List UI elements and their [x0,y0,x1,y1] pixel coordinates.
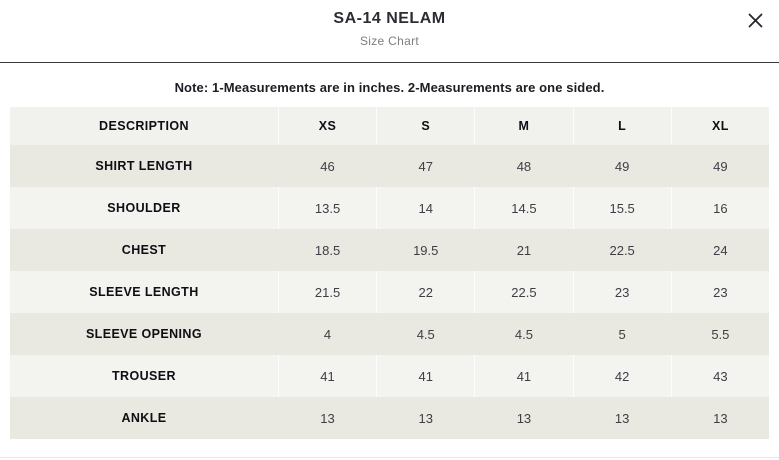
size-value: 22.5 [572,229,671,271]
size-value: 4.5 [474,313,573,355]
row-label: SHIRT LENGTH [10,145,278,187]
size-value: 5.5 [670,313,769,355]
size-value: 21.5 [277,271,377,313]
table-row-trouser: TROUSER 41 41 41 42 43 [10,355,769,397]
column-header-m: M [474,107,573,145]
close-button[interactable] [743,8,767,32]
size-value: 49 [670,145,769,187]
size-value: 21 [474,229,573,271]
column-header-description: DESCRIPTION [10,107,278,145]
row-label: ANKLE [10,397,278,439]
row-label: SHOULDER [10,187,278,229]
table-row-sleeve-length: SLEEVE LENGTH 21.5 22 22.5 23 23 [10,271,769,313]
size-chart-table: DESCRIPTION XS S M L XL SHIRT LENGTH 46 … [10,107,769,439]
size-value: 43 [670,355,769,397]
size-value: 16 [670,187,769,229]
column-header-xl: XL [670,107,769,145]
row-label: SLEEVE OPENING [10,313,278,355]
row-label: SLEEVE LENGTH [10,271,278,313]
size-value: 19.5 [376,229,475,271]
size-value: 13 [670,397,769,439]
size-value: 14 [376,187,475,229]
table-row-shirt-length: SHIRT LENGTH 46 47 48 49 49 [10,145,769,187]
size-value: 49 [572,145,671,187]
size-value: 22.5 [474,271,573,313]
table-header-row: DESCRIPTION XS S M L XL [10,107,769,145]
column-header-xs: XS [277,107,377,145]
size-value: 13 [474,397,573,439]
measurement-note: Note: 1-Measurements are in inches. 2-Me… [174,80,605,95]
size-value: 4 [277,313,377,355]
size-value: 22 [376,271,475,313]
modal-subtitle: Size Chart [359,34,420,48]
size-value: 4.5 [376,313,475,355]
table-row-shoulder: SHOULDER 13.5 14 14.5 15.5 16 [10,187,769,229]
table-row-sleeve-opening: SLEEVE OPENING 4 4.5 4.5 5 5.5 [10,313,769,355]
size-value: 13.5 [277,187,377,229]
size-value: 13 [572,397,671,439]
size-value: 47 [376,145,475,187]
modal-title: SA-14 NELAM [333,10,446,27]
size-value: 48 [474,145,573,187]
size-value: 15.5 [572,187,671,229]
row-label: TROUSER [10,355,278,397]
size-value: 13 [277,397,377,439]
size-value: 5 [572,313,671,355]
size-value: 41 [474,355,573,397]
column-header-s: S [376,107,475,145]
column-header-l: L [572,107,671,145]
size-value: 13 [376,397,475,439]
size-value: 24 [670,229,769,271]
size-value: 23 [572,271,671,313]
table-row-ankle: ANKLE 13 13 13 13 13 [10,397,769,439]
size-value: 46 [277,145,377,187]
size-value: 42 [572,355,671,397]
modal-bottom-edge [0,457,779,458]
size-value: 18.5 [277,229,377,271]
size-value: 14.5 [474,187,573,229]
modal-header: SA-14 NELAM Size Chart [0,0,779,63]
size-value: 23 [670,271,769,313]
size-value: 41 [277,355,377,397]
close-icon [748,13,763,28]
size-value: 41 [376,355,475,397]
row-label: CHEST [10,229,278,271]
table-row-chest: CHEST 18.5 19.5 21 22.5 24 [10,229,769,271]
